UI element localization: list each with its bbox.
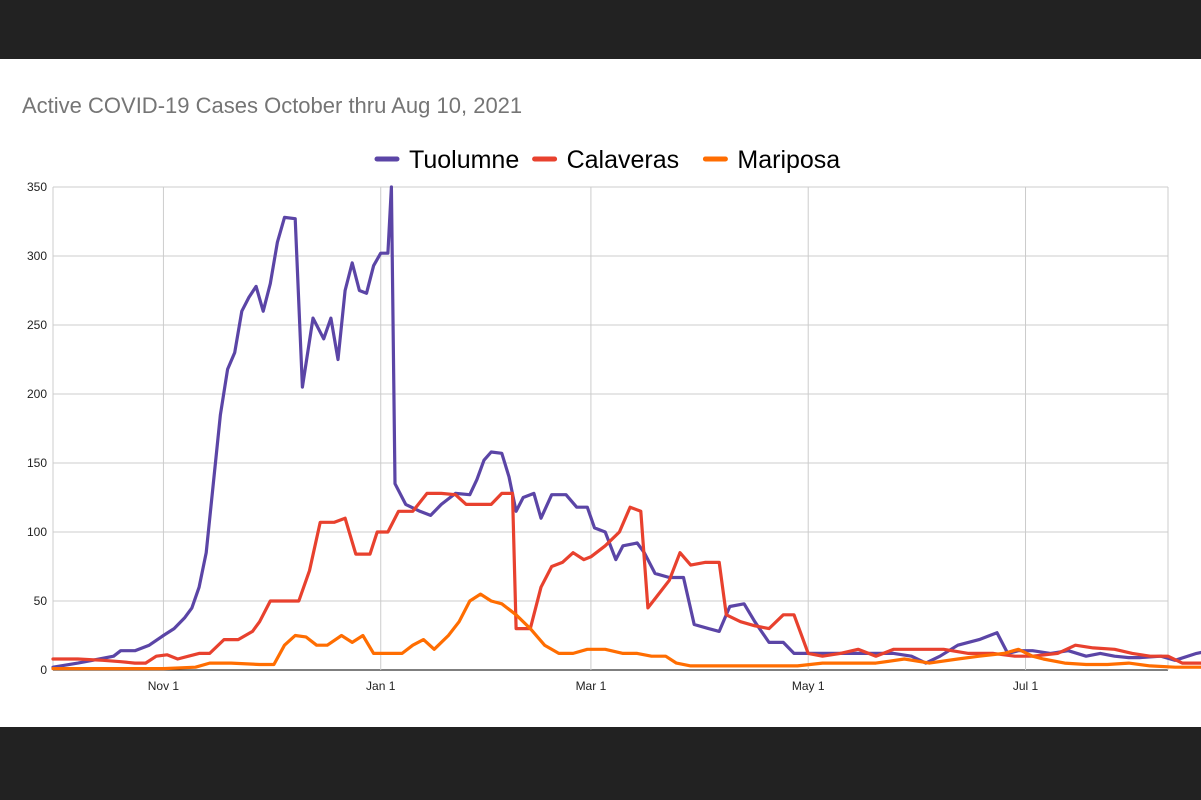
chart-series-lines xyxy=(51,185,1201,671)
x-tick-label: Nov 1 xyxy=(148,679,180,693)
legend-item-calaveras: Calaveras xyxy=(532,146,680,174)
top-letterbox-band xyxy=(0,0,1201,59)
series-line-tuolumne xyxy=(51,185,1201,669)
y-tick-label: 100 xyxy=(27,525,47,539)
y-tick-label: 50 xyxy=(34,594,48,608)
y-tick-label: 250 xyxy=(27,318,47,332)
series-line-calaveras xyxy=(51,491,1201,665)
x-axis-tick-labels: Nov 1 Jan 1 Mar 1 May 1 Jul 1 xyxy=(148,679,1039,693)
legend-item-tuolumne: Tuolumne xyxy=(374,146,519,174)
y-axis-tick-labels: 0 50 100 150 200 250 300 350 xyxy=(27,180,47,677)
y-tick-label: 300 xyxy=(27,249,47,263)
legend-item-mariposa: Mariposa xyxy=(702,146,840,174)
chart-legend: Tuolumne Calaveras Mariposa xyxy=(374,146,840,174)
legend-label: Mariposa xyxy=(737,146,840,174)
x-tick-label: Jan 1 xyxy=(366,679,396,693)
x-tick-label: May 1 xyxy=(792,679,825,693)
bottom-letterbox-band xyxy=(0,727,1201,800)
x-tick-label: Mar 1 xyxy=(576,679,607,693)
y-tick-label: 150 xyxy=(27,456,47,470)
legend-label: Calaveras xyxy=(567,146,680,174)
legend-label: Tuolumne xyxy=(409,146,519,174)
y-tick-label: 350 xyxy=(27,180,47,194)
chart-grid xyxy=(52,186,1169,671)
chart-title: Active COVID-19 Cases October thru Aug 1… xyxy=(22,93,523,118)
y-tick-label: 0 xyxy=(40,663,47,677)
series-line-mariposa xyxy=(51,592,1201,671)
y-tick-label: 200 xyxy=(27,387,47,401)
x-tick-label: Jul 1 xyxy=(1013,679,1039,693)
